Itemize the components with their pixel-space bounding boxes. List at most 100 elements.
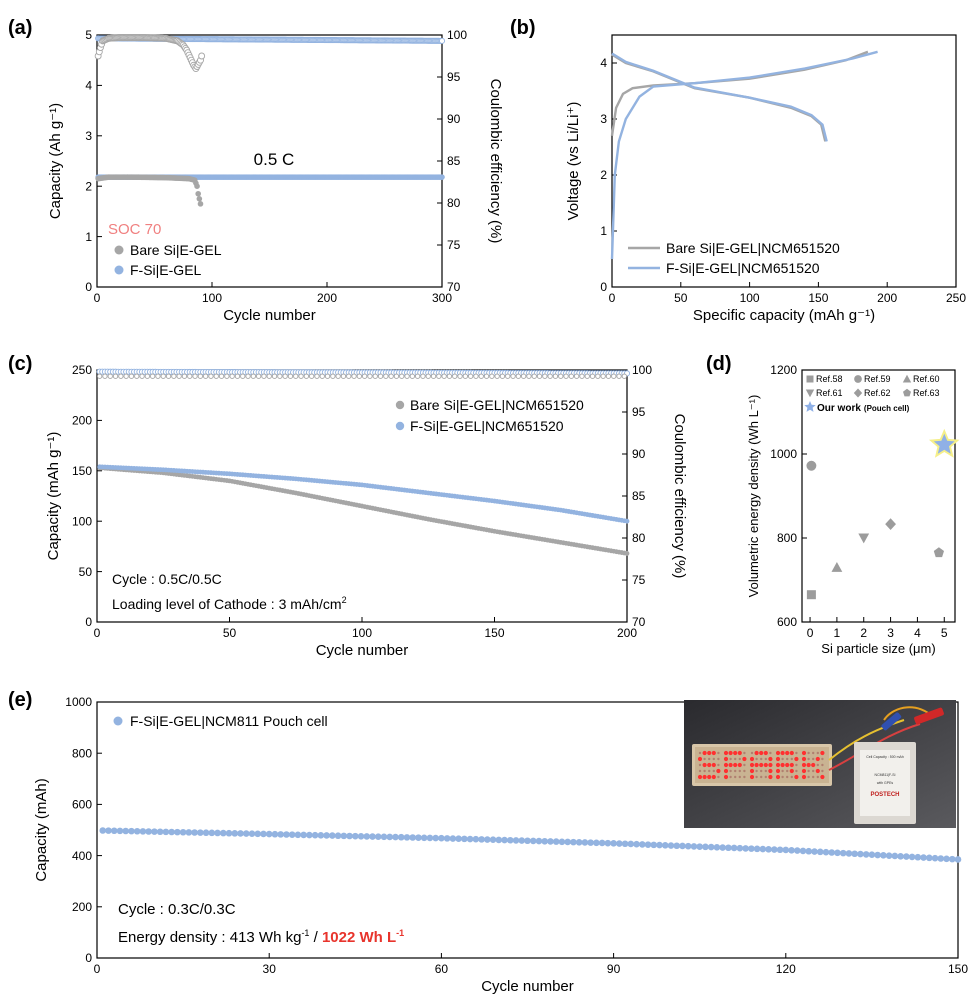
x-tick-label: 1	[834, 626, 841, 640]
bare-ce-point	[361, 373, 368, 379]
y-axis-label: Voltage (vs Li/Li⁺)	[565, 102, 582, 221]
led-dot	[708, 757, 711, 761]
led-dot	[712, 757, 715, 761]
pouch-capacity-point	[742, 845, 749, 852]
bare-ce-point	[611, 373, 617, 379]
bare-ce-point	[441, 373, 447, 379]
bare-ce-point	[118, 373, 124, 379]
x-tick-label: 100	[352, 626, 372, 640]
bare-ce-point	[452, 373, 458, 379]
pouch-capacity-point	[816, 848, 824, 856]
led-dot	[717, 757, 720, 761]
legend-label-bare: Bare Si|E-GEL	[130, 242, 222, 258]
annotation-loading: Loading level of Cathode : 3 mAh/cm2	[112, 595, 347, 612]
energy-highlight: 1022 Wh L	[322, 929, 396, 946]
y-tick-label: 600	[777, 615, 797, 629]
bare-ce-point	[356, 373, 362, 379]
led-dot	[723, 774, 729, 780]
x-axis-label: Si particle size (μm)	[821, 641, 935, 656]
bare-ce-point	[261, 373, 267, 379]
panel-label: (b)	[510, 17, 536, 39]
led-dot	[790, 757, 793, 761]
pouch-capacity-point	[300, 831, 307, 839]
led-dot	[807, 769, 810, 773]
pouch-capacity-point	[587, 839, 594, 846]
pouch-capacity-point	[369, 833, 376, 840]
pouch-capacity-point	[426, 834, 434, 842]
pouch-capacity-point	[277, 831, 284, 838]
y2-tick-label: 100	[632, 363, 652, 377]
pouch-capacity-point	[564, 838, 571, 846]
pouch-capacity-point	[954, 856, 962, 863]
led-dot	[760, 757, 763, 761]
pouch-capacity-point	[943, 855, 950, 863]
bare-ce-point	[542, 373, 548, 379]
pouch-capacity-point	[231, 830, 239, 837]
pouch-capacity-point	[484, 836, 491, 843]
pouch-capacity-point	[535, 837, 543, 845]
y2-tick-label: 70	[632, 615, 646, 629]
pouch-capacity-point	[472, 835, 480, 843]
voltage-curve	[611, 52, 828, 142]
pouch-capacity-point	[627, 840, 635, 848]
led-dot	[795, 763, 798, 767]
fsi-capacity-point	[439, 174, 445, 180]
pouch-capacity-point	[438, 834, 445, 842]
x-tick-label: 200	[617, 626, 637, 640]
bare-ce-point	[531, 373, 537, 379]
y2-tick-label: 75	[447, 238, 461, 252]
pouch-capacity-point	[805, 847, 813, 855]
bare-ce-point	[399, 373, 405, 379]
fsi-capacity-point	[624, 518, 630, 524]
led-dot	[801, 762, 807, 768]
led-dot	[749, 768, 755, 774]
x-tick-label: 0	[807, 626, 814, 640]
y-tick-label: 400	[72, 849, 92, 863]
panel-d: 0 1 2 3 4 5 600 800 1000 1200 Si particle size (μm…	[706, 353, 960, 656]
y-tick-label: 250	[72, 363, 92, 377]
pouch-capacity-point	[288, 831, 296, 838]
led-dot	[781, 775, 784, 779]
superscript-highlight: -1	[396, 928, 404, 938]
legend-marker-star	[804, 401, 816, 412]
pouch-cell-photo: Cell Capacity : 500 mAh NCM811|F-Si with…	[684, 700, 956, 828]
pouch-capacity-point	[133, 827, 141, 835]
legend-label-fsi: F-Si|E-GEL|NCM811 Pouch cell	[130, 713, 328, 729]
led-dot	[815, 768, 820, 774]
pouch-capacity-point	[920, 854, 927, 861]
y-tick-label: 5	[85, 28, 92, 42]
led-dot	[786, 775, 789, 779]
led-dot	[702, 762, 707, 768]
led-dot	[734, 757, 737, 761]
led-dot	[794, 756, 799, 762]
pouch-capacity-point	[765, 846, 772, 853]
pouch-capacity-point	[415, 834, 422, 841]
y2-tick-label: 95	[632, 405, 646, 419]
pouch-capacity-point	[857, 850, 864, 858]
led-dot	[789, 750, 794, 756]
led-dot	[764, 775, 767, 779]
legend-label-suffix: (Pouch cell)	[864, 404, 910, 413]
y-tick-label: 800	[777, 531, 797, 545]
led-dot	[737, 762, 742, 768]
x-tick-label: 150	[808, 291, 828, 305]
pouch-capacity-point	[673, 842, 681, 850]
led-dot	[723, 750, 729, 756]
led-dot	[755, 769, 758, 773]
led-dot	[738, 757, 741, 761]
pouch-capacity-point	[570, 838, 577, 846]
pouch-capacity-point	[179, 828, 187, 836]
superscript: 2	[342, 595, 347, 605]
annotation-energy: Energy density : 413 Wh kg-1 / 1022 Wh L…	[118, 928, 404, 946]
bare-ce-point	[319, 373, 325, 379]
led-dot	[749, 774, 755, 780]
legend-label: Ref.60	[913, 374, 940, 384]
pouch-capacity-point	[340, 832, 348, 840]
pouch-capacity-point	[208, 829, 216, 837]
legend-label-fsi: F-Si|E-GEL	[130, 262, 202, 278]
bare-ce-point	[547, 373, 553, 379]
y-tick-label: 3	[600, 112, 607, 126]
panel-b: 0 50 100 150 200 250 0 1 2 3 4 Specific capacity (m…	[510, 17, 966, 324]
led-dot	[728, 750, 733, 756]
